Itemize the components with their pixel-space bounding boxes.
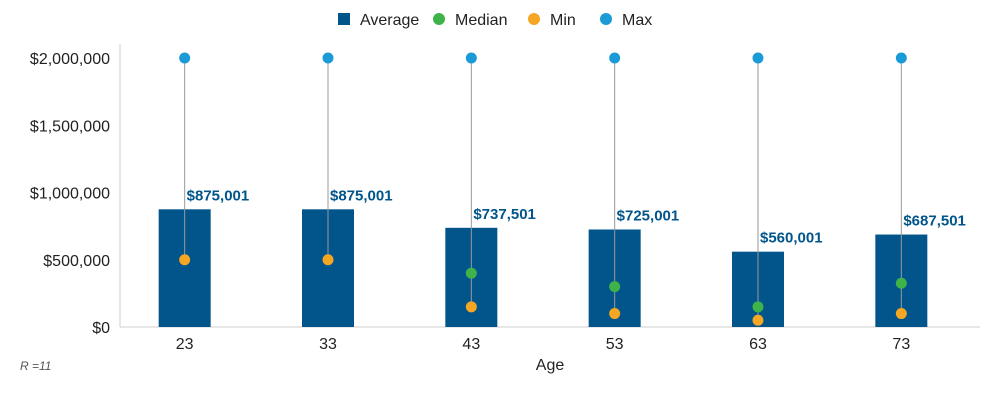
point-min <box>322 254 334 266</box>
x-tick-label: 63 <box>749 336 767 353</box>
data-label-average: $875,001 <box>187 187 250 204</box>
data-label-average: $560,001 <box>760 230 823 247</box>
category-group-73: $687,501 <box>875 52 966 327</box>
y-tick-label: $0 <box>92 320 110 337</box>
category-group-63: $560,001 <box>732 52 823 327</box>
data-label-average: $687,501 <box>903 213 966 230</box>
x-tick-label: 53 <box>606 336 624 353</box>
point-max <box>609 52 621 64</box>
legend-swatch-average <box>338 13 350 25</box>
x-axis-title: Age <box>536 357 565 374</box>
point-max <box>322 52 334 64</box>
legend: Average Median Min Max <box>338 12 652 29</box>
category-group-43: $737,501 <box>445 52 536 327</box>
x-tick-label: 23 <box>176 336 194 353</box>
point-median <box>752 301 764 313</box>
y-axis: $0 $500,000 $1,000,000 $1,500,000 $2,000,000 <box>30 44 121 337</box>
y-tick-label: $500,000 <box>43 253 110 270</box>
category-group-33: $875,001 <box>302 52 393 327</box>
y-tick-label: $1,000,000 <box>30 186 110 203</box>
legend-label-max: Max <box>622 12 652 29</box>
data-label-average: $737,501 <box>473 206 536 223</box>
legend-swatch-median <box>433 13 445 25</box>
x-axis: 23 33 43 53 63 73 <box>120 326 980 353</box>
plot-area: $875,001 $875,001 $737,501 $725,001 $560,001… <box>158 52 966 327</box>
point-max <box>752 52 764 64</box>
category-group-53: $725,001 <box>588 52 680 327</box>
point-min <box>465 301 477 313</box>
legend-item-min: Min <box>528 12 576 29</box>
data-label-average: $725,001 <box>617 207 680 224</box>
legend-label-average: Average <box>360 12 419 29</box>
footnote: R =11 <box>20 359 51 373</box>
legend-swatch-max <box>600 13 612 25</box>
legend-item-average: Average <box>338 12 419 29</box>
point-min <box>179 254 191 266</box>
x-tick-label: 73 <box>892 336 910 353</box>
point-max <box>895 52 907 64</box>
legend-label-median: Median <box>455 12 507 29</box>
point-min <box>752 314 764 326</box>
legend-item-median: Median <box>433 12 507 29</box>
legend-label-min: Min <box>550 12 576 29</box>
y-tick-label: $2,000,000 <box>30 51 110 68</box>
point-max <box>465 52 477 64</box>
x-tick-label: 43 <box>462 336 480 353</box>
point-median <box>895 277 907 289</box>
point-max <box>179 52 191 64</box>
legend-swatch-min <box>528 13 540 25</box>
point-median <box>465 267 477 279</box>
y-tick-label: $1,500,000 <box>30 118 110 135</box>
category-group-23: $875,001 <box>158 52 250 327</box>
point-min <box>609 308 621 320</box>
legend-item-max: Max <box>600 12 652 29</box>
point-min <box>895 308 907 320</box>
point-median <box>609 281 621 293</box>
x-tick-label: 33 <box>319 336 337 353</box>
data-label-average: $875,001 <box>330 187 393 204</box>
